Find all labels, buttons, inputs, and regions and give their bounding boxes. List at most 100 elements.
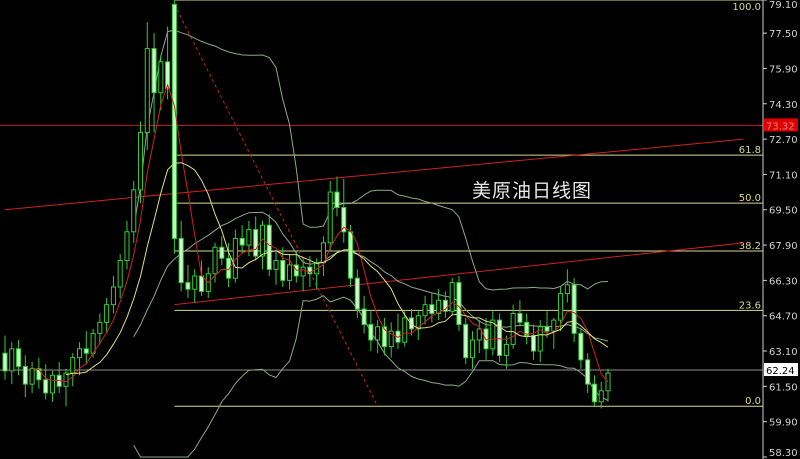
axis-tick-label: 58.30 bbox=[769, 448, 798, 459]
axis-tick-label: 66.30 bbox=[769, 276, 798, 287]
candle-body bbox=[287, 264, 293, 281]
candle-body bbox=[381, 326, 387, 348]
price-axis: 79.10 77.50 75.90 74.30 72.70 71.10 69.50 67.90… bbox=[762, 0, 798, 459]
candle-body bbox=[97, 321, 103, 334]
trendline bbox=[173, 4, 379, 407]
fib-level-label: 0.0 bbox=[745, 396, 761, 407]
candle-body bbox=[456, 282, 462, 326]
candle-body bbox=[388, 330, 394, 348]
candle-body bbox=[564, 284, 570, 295]
candle-body bbox=[463, 324, 469, 359]
candle-body bbox=[524, 321, 530, 337]
candle-body bbox=[49, 374, 55, 394]
candle-body bbox=[314, 262, 320, 275]
candle-body bbox=[253, 229, 259, 257]
axis-tick-label: 75.90 bbox=[769, 64, 798, 75]
candle-body bbox=[551, 319, 557, 332]
candle-body bbox=[415, 315, 421, 330]
axis-tick-label: 79.10 bbox=[769, 0, 798, 11]
fib-level-label: 50.0 bbox=[739, 193, 761, 204]
axis-tick-label: 72.70 bbox=[769, 135, 798, 146]
candle-body bbox=[117, 260, 123, 288]
ma-slow-line bbox=[65, 162, 609, 376]
candle-body bbox=[131, 189, 137, 233]
trendline bbox=[174, 242, 744, 306]
candle-body bbox=[348, 231, 354, 279]
candle-body bbox=[530, 335, 537, 352]
candle-body bbox=[429, 304, 435, 314]
candle-body bbox=[307, 266, 313, 275]
bollinger-bands bbox=[133, 29, 609, 458]
candle-body bbox=[422, 304, 428, 317]
candle-body bbox=[341, 207, 347, 233]
candle-body bbox=[503, 343, 509, 356]
trendline bbox=[4, 138, 744, 211]
candle-body bbox=[483, 328, 489, 350]
axis-tick-label: 67.90 bbox=[769, 241, 798, 252]
candle-body bbox=[246, 229, 252, 246]
candle-body bbox=[334, 191, 340, 209]
bollinger-upper bbox=[133, 29, 609, 291]
candle-body bbox=[354, 277, 360, 310]
fib-level-label: 38.2 bbox=[739, 241, 761, 252]
red-level-label: 73.32 bbox=[766, 121, 795, 132]
candle-body bbox=[273, 260, 279, 270]
chart-title: 美原油日线图 bbox=[472, 180, 593, 202]
candle-body bbox=[76, 348, 83, 359]
candle-body bbox=[192, 275, 198, 290]
candle-body bbox=[558, 293, 564, 321]
candle-body bbox=[591, 383, 597, 403]
candle-body bbox=[171, 3, 177, 239]
candle-body bbox=[469, 339, 476, 359]
candle-body bbox=[226, 257, 232, 279]
candle-body bbox=[124, 231, 130, 262]
candle-body bbox=[300, 266, 306, 277]
candle-body bbox=[151, 48, 157, 94]
candle-body bbox=[22, 365, 28, 385]
candle-body bbox=[165, 61, 171, 89]
candle-body bbox=[497, 319, 503, 356]
fib-level-label: 100.0 bbox=[732, 2, 761, 13]
axis-tick-label: 74.30 bbox=[769, 100, 798, 111]
candle-body bbox=[537, 326, 543, 352]
candle-body bbox=[70, 357, 76, 374]
axis-tick-label: 77.50 bbox=[769, 29, 798, 40]
trendlines bbox=[0, 4, 763, 407]
candle-body bbox=[43, 379, 49, 394]
candle-body bbox=[571, 284, 577, 334]
candle-body bbox=[517, 312, 523, 323]
axis-tick-label: 71.10 bbox=[769, 170, 798, 181]
axis-tick-label: 63.10 bbox=[769, 347, 798, 358]
candle-body bbox=[449, 282, 455, 312]
fibonacci-levels: 100.0 61.8 50.0 38.2 23.6 0.0 bbox=[174, 0, 763, 407]
candle-body bbox=[361, 308, 367, 326]
candle-body bbox=[375, 326, 381, 341]
candle-body bbox=[158, 61, 164, 94]
red-level-badge bbox=[764, 118, 798, 132]
candle-body bbox=[476, 328, 482, 341]
candle-body bbox=[144, 48, 150, 133]
candle-body bbox=[280, 260, 286, 281]
candle-body bbox=[212, 246, 218, 275]
current-price-badge bbox=[764, 363, 798, 377]
candle-body bbox=[239, 237, 245, 246]
fib-level-label: 23.6 bbox=[739, 300, 761, 311]
candle-body bbox=[490, 319, 496, 350]
candle-body bbox=[9, 348, 15, 372]
candle-body bbox=[368, 324, 374, 341]
axis-tick-label: 69.50 bbox=[769, 206, 798, 217]
candle-body bbox=[598, 390, 604, 403]
candle-body bbox=[436, 299, 442, 314]
candle-body bbox=[578, 332, 584, 361]
candle-body bbox=[36, 368, 42, 381]
axis-tick-label: 59.90 bbox=[769, 418, 798, 429]
ma-fast-line bbox=[31, 83, 609, 383]
candle-body bbox=[232, 237, 238, 279]
fib-level-label: 61.8 bbox=[739, 145, 761, 156]
candle-body bbox=[104, 304, 110, 323]
candle-body bbox=[408, 317, 415, 330]
candle-body bbox=[16, 348, 22, 367]
candle-body bbox=[219, 246, 225, 259]
candle-body bbox=[266, 224, 272, 270]
candle-body bbox=[605, 372, 611, 392]
